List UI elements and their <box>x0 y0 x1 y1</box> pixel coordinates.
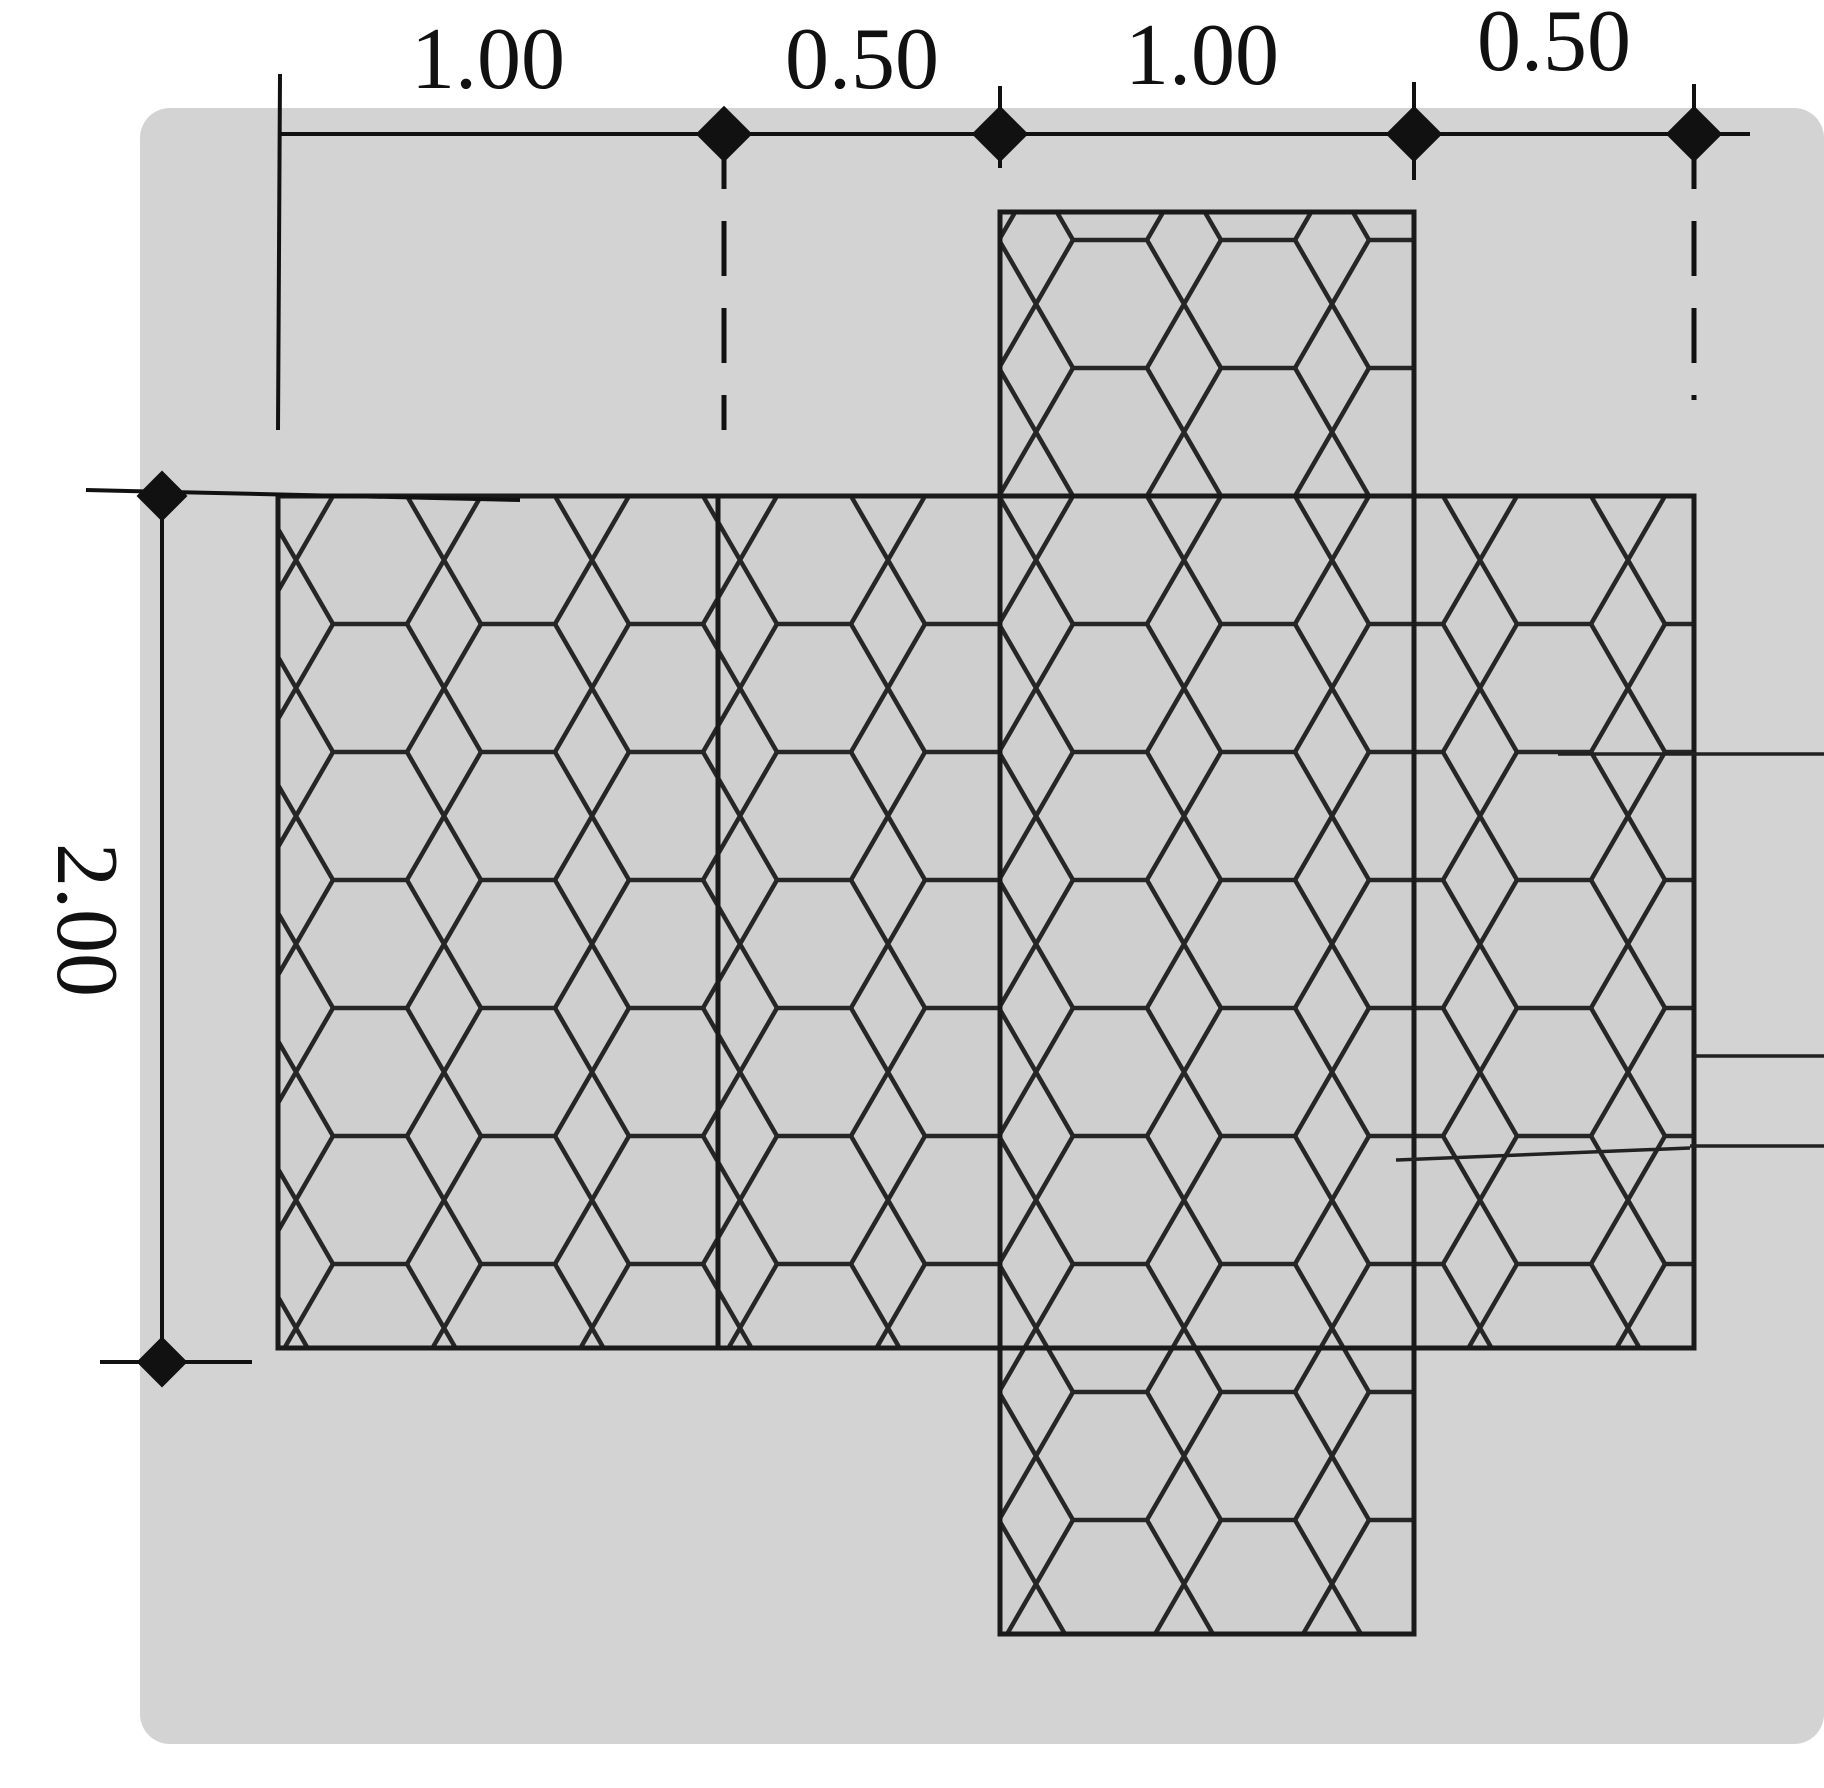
dim-label-1: 1.00 <box>411 11 565 108</box>
leader-line-3 <box>1395 1146 1691 1162</box>
bottom-flap-mesh <box>1000 1348 1414 1634</box>
side-tick-bottom <box>136 1336 188 1388</box>
side-dim-label: 2.00 <box>38 843 135 997</box>
center-strip-outline <box>997 209 1417 1637</box>
base-outline <box>275 493 1697 1351</box>
dim-label-2: 0.50 <box>785 11 939 108</box>
base-mesh <box>278 496 1694 1348</box>
top-extension-left <box>276 73 282 431</box>
dim-label-4: 0.50 <box>1477 0 1631 90</box>
dim-label-3: 1.00 <box>1125 7 1279 104</box>
top-flap-mesh <box>1000 212 1414 496</box>
dim-tick-3 <box>1385 105 1443 163</box>
dim-tick-4 <box>1665 105 1723 163</box>
